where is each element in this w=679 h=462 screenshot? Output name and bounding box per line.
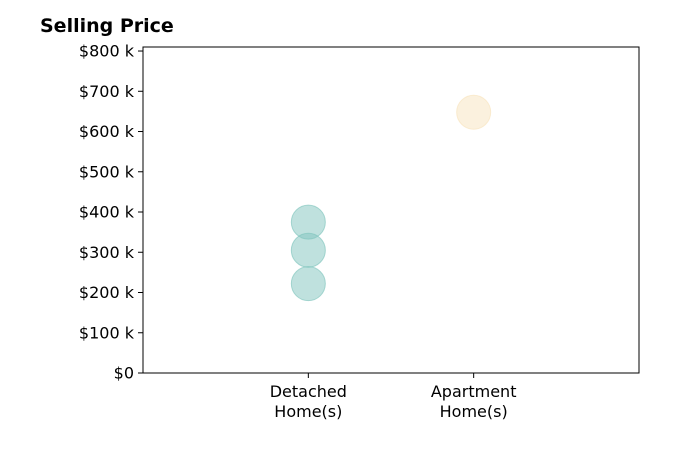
- x-tick-label-line: Home(s): [274, 402, 342, 421]
- y-tick-label: $600 k: [79, 122, 135, 141]
- y-tick-label: $100 k: [79, 323, 135, 342]
- plot-frame: [142, 46, 640, 374]
- x-tick-label-line: Home(s): [440, 402, 508, 421]
- data-point: [290, 266, 326, 302]
- y-tick-label: $500 k: [79, 162, 135, 181]
- y-tick-label: $400 k: [79, 203, 135, 222]
- y-tick-label: $0: [114, 364, 134, 383]
- x-tick-label-line: Detached: [270, 382, 347, 401]
- data-point: [290, 232, 326, 268]
- points-layer: [290, 94, 492, 302]
- y-tick-label: $300 k: [79, 243, 135, 262]
- x-axis: Detached Home(s)Apartment Home(s): [270, 373, 517, 421]
- chart-title: Selling Price: [40, 15, 174, 37]
- x-tick-label: Apartment Home(s): [431, 382, 517, 421]
- x-tick-label-line: Apartment: [431, 382, 517, 401]
- y-tick-label: $200 k: [79, 283, 135, 302]
- x-tick-label: Detached Home(s): [270, 382, 347, 421]
- data-point: [456, 94, 492, 130]
- y-axis: $0 $100 k $200 k $300 k $400 k $500 k $600 k $7…: [79, 42, 143, 383]
- y-tick-label: $700 k: [79, 82, 135, 101]
- y-tick-label: $800 k: [79, 42, 135, 61]
